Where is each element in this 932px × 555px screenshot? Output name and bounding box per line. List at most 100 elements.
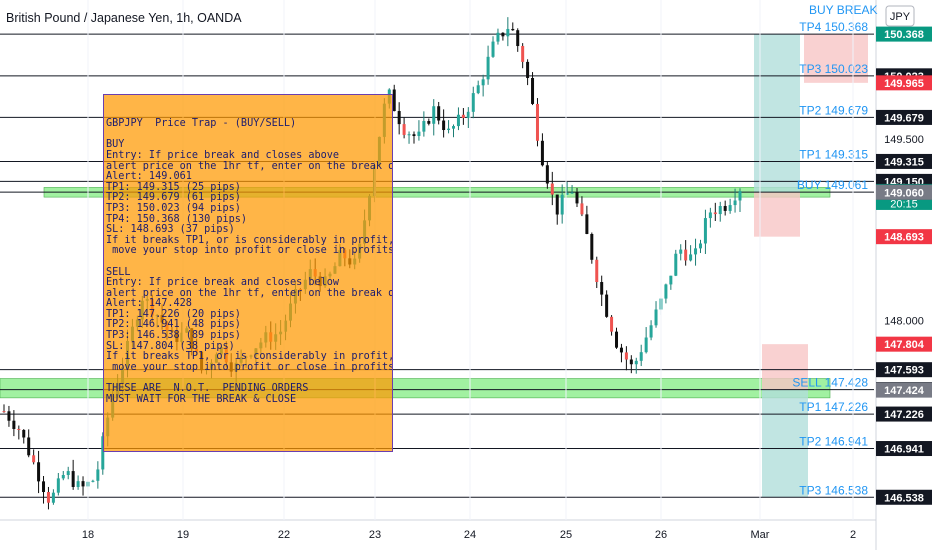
candle-body	[46, 492, 50, 503]
candle-body	[664, 284, 668, 299]
candle-body	[402, 124, 406, 135]
candle-body	[718, 206, 722, 215]
level-label: TP2 146.941	[799, 435, 868, 449]
candle-body	[679, 249, 683, 254]
trade-note-line: TP4: 150.368 (130 pips)	[106, 213, 248, 225]
x-tick-label: 25	[560, 529, 572, 541]
trade-note-line: move your stop into profit or close in p…	[106, 361, 393, 373]
sell-stop-zone	[762, 344, 808, 390]
price-axis-label-text: 147.226	[884, 409, 924, 421]
candle-body	[496, 32, 500, 42]
candle-body	[669, 275, 673, 285]
candle-body	[615, 331, 619, 348]
price-axis-label-bg	[876, 336, 932, 352]
price-axis-label-bg	[876, 153, 932, 169]
x-tick-label: 23	[369, 529, 381, 541]
trade-note-line: alert price on the 1hr tf, enter on the …	[106, 287, 392, 299]
candle-body	[432, 106, 436, 124]
trade-note-line: THESE ARE N.O.T. PENDING ORDERS	[106, 383, 309, 395]
price-axis-label-bg	[876, 26, 932, 42]
sl-marker-zone	[804, 34, 868, 83]
candle-body	[610, 316, 614, 332]
price-axis-label: 147.424	[876, 382, 932, 398]
candle-body	[447, 128, 451, 131]
candle-body	[2, 411, 6, 413]
buy-profit-zone	[754, 34, 800, 193]
candle-body	[427, 121, 431, 124]
candle-body	[27, 437, 31, 456]
trade-note-box[interactable]: GBPJPY Price Trap - (BUY/SELL) BUY Entry:…	[103, 94, 393, 452]
price-axis-label-text: 146.941	[884, 444, 924, 456]
price-axis-label-bg	[876, 406, 932, 422]
candle-body	[456, 114, 460, 127]
trade-note-line: TP1: 149.315 (25 pips)	[106, 181, 241, 193]
x-tick-label: 19	[177, 529, 189, 541]
price-axis-label-bg	[876, 441, 932, 457]
candle-body	[585, 214, 589, 234]
chart-title: British Pound / Japanese Yen, 1h, OANDA	[6, 11, 242, 25]
trade-note-line: SL: 148.693 (37 pips)	[106, 224, 235, 236]
price-axis-label-text: 150.368	[884, 29, 924, 41]
trade-note-line: TP3: 146.538 (89 pips)	[106, 330, 241, 342]
price-axis-label: 149.315	[876, 153, 932, 169]
candle-body	[708, 212, 712, 219]
candle-body	[590, 233, 594, 260]
candle-body	[491, 41, 495, 57]
price-axis-label-bg	[876, 184, 932, 200]
candle-body	[526, 61, 530, 79]
candle-body	[407, 134, 411, 136]
price-axis-label-text: 147.804	[884, 339, 925, 351]
price-axis-label: 146.538	[876, 489, 932, 505]
price-axis-label-bg	[876, 75, 932, 91]
trade-note-line: Alert: 147.428	[106, 298, 192, 310]
price-axis-label-text: 149.965	[884, 78, 924, 90]
trade-note-line	[106, 257, 390, 268]
candle-body	[7, 411, 11, 421]
candle-body	[674, 253, 678, 276]
candle-body	[76, 481, 80, 487]
y-tick-label: 149.500	[884, 134, 924, 146]
candle-body	[471, 93, 475, 112]
candle-body	[461, 114, 465, 118]
candle-body	[580, 203, 584, 215]
level-label: SELL 147.428	[792, 376, 868, 390]
price-axis-label-bg	[876, 382, 932, 398]
x-tick-label: 26	[655, 529, 667, 541]
currency-badge[interactable]: JPY	[885, 5, 915, 27]
trade-note-line: SL: 147.804 (38 pips)	[106, 340, 235, 352]
currency-label: JPY	[890, 11, 911, 23]
candle-body	[575, 192, 579, 204]
price-axis-label: 147.804	[876, 336, 932, 352]
candle-body	[694, 248, 698, 255]
x-tick-label: 2	[850, 529, 856, 541]
candle-body	[728, 205, 732, 211]
trade-note-line: TP1: 147.226 (20 pips)	[106, 308, 241, 320]
candle-body	[565, 193, 569, 195]
candle-body	[639, 352, 643, 361]
candle-body	[66, 471, 70, 476]
level-label: TP1 149.315	[799, 147, 868, 161]
price-axis-label: 147.226	[876, 406, 932, 422]
level-label: BUY 149.061	[797, 178, 868, 192]
candle-body	[91, 480, 95, 482]
candle-body	[698, 243, 702, 249]
y-tick-label: 148.000	[884, 315, 924, 327]
candle-body	[570, 192, 574, 194]
candle-body	[713, 212, 717, 215]
candle-body	[654, 309, 658, 326]
trade-note-line: GBPJPY Price Trap - (BUY/SELL)	[106, 118, 297, 130]
candle-body	[540, 140, 544, 166]
candle-body	[476, 85, 480, 94]
price-axis-label-text: 149.060	[884, 187, 924, 199]
sell-profit-zone	[762, 389, 808, 498]
price-axis-label: 147.593	[876, 362, 932, 378]
candle-body	[501, 32, 505, 37]
x-tick-label: 18	[82, 529, 94, 541]
candle-body	[22, 429, 26, 438]
candle-body	[37, 462, 41, 482]
candle-body	[466, 111, 470, 118]
candle-body	[516, 30, 520, 47]
level-label: TP3 146.538	[799, 483, 868, 497]
trade-note-line: Alert: 149.061	[106, 171, 192, 183]
